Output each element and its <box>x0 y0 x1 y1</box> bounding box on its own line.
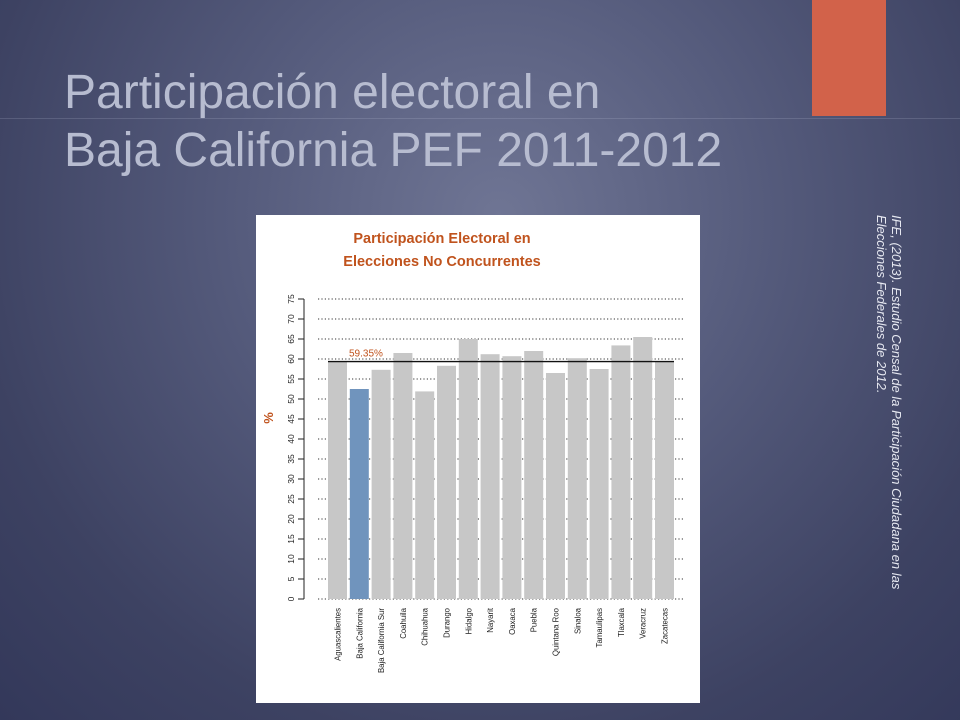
bar <box>393 353 413 599</box>
x-tick-label: Baja California Sur <box>377 608 386 673</box>
x-tick-label: Oaxaca <box>508 607 517 635</box>
x-tick-label: Zacatecas <box>661 608 670 644</box>
bar <box>437 365 456 599</box>
citation-line1: IFE, (2013). Estudio Censal de la Partic… <box>889 215 904 590</box>
x-tick-label: Puebla <box>530 607 539 632</box>
y-tick-label: 45 <box>286 414 296 424</box>
bar <box>371 369 391 599</box>
citation-line2: Elecciones Federales de 2012. <box>874 215 889 394</box>
bar <box>655 361 674 599</box>
y-tick-label: 35 <box>286 454 296 464</box>
bar <box>349 389 369 599</box>
bar <box>524 351 544 599</box>
x-tick-label: Durango <box>443 607 452 638</box>
y-tick-label: 60 <box>286 354 296 364</box>
accent-bar <box>812 0 886 116</box>
citation: IFE, (2013). Estudio Censal de la Partic… <box>874 215 904 675</box>
bar <box>611 345 631 599</box>
x-tick-label: Chihuahua <box>421 607 430 645</box>
y-tick-label: 10 <box>286 554 296 564</box>
y-tick-label: 75 <box>286 294 296 304</box>
x-tick-label: Quintana Roo <box>552 607 561 656</box>
y-tick-label: 5 <box>286 576 296 581</box>
x-axis-labels: Aguascalientes Baja California Baja Califo… <box>334 607 670 673</box>
slide-title: Participación electoral en Baja Californ… <box>64 64 824 180</box>
bar <box>502 356 522 599</box>
x-tick-label: Tamaulipas <box>595 608 604 648</box>
bar <box>458 339 478 599</box>
y-tick-label: 65 <box>286 334 296 344</box>
slide-title-line1: Participación electoral en <box>64 66 601 119</box>
x-tick-label: Nayarit <box>486 607 495 633</box>
y-axis: 0 5 10 15 20 25 30 35 40 45 50 55 60 65 70 75 <box>286 294 305 601</box>
y-tick-label: 25 <box>286 494 296 504</box>
x-tick-label: Hidalgo <box>464 607 473 634</box>
y-tick-label: 15 <box>286 534 296 544</box>
x-tick-label: Baja California <box>355 607 364 658</box>
x-tick-label: Veracruz <box>639 608 648 639</box>
chart-title-line2: Elecciones No Concurrentes <box>343 254 540 270</box>
y-tick-label: 0 <box>286 596 296 601</box>
bar <box>328 361 347 599</box>
reference-line-group: 59.35% <box>328 349 674 363</box>
chart-figure: Participación Electoral en Elecciones No… <box>256 215 700 703</box>
bars <box>328 337 674 599</box>
y-tick-label: 30 <box>286 474 296 484</box>
x-tick-label: Coahuila <box>399 607 408 638</box>
x-tick-label: Tlaxcala <box>617 607 626 637</box>
y-tick-label: 20 <box>286 514 296 524</box>
bar <box>567 358 587 599</box>
reference-line-label: 59.35% <box>349 349 383 360</box>
bar-chart: Participación Electoral en Elecciones No… <box>261 231 684 673</box>
bar <box>546 373 565 599</box>
slide-title-line2: Baja California PEF 2011-2012 <box>64 124 723 177</box>
x-tick-label: Aguascalientes <box>334 608 343 661</box>
y-tick-label: 50 <box>286 394 296 404</box>
bar <box>415 391 435 599</box>
x-tick-label: Sinaloa <box>573 607 582 634</box>
divider-line <box>0 118 960 119</box>
y-tick-label: 40 <box>286 434 296 444</box>
bar <box>589 369 609 599</box>
bar <box>633 337 653 599</box>
y-axis-label: % <box>261 412 276 424</box>
chart-title-line1: Participación Electoral en <box>353 231 530 247</box>
y-tick-label: 55 <box>286 374 296 384</box>
y-tick-label: 70 <box>286 314 296 324</box>
bar <box>480 354 500 599</box>
